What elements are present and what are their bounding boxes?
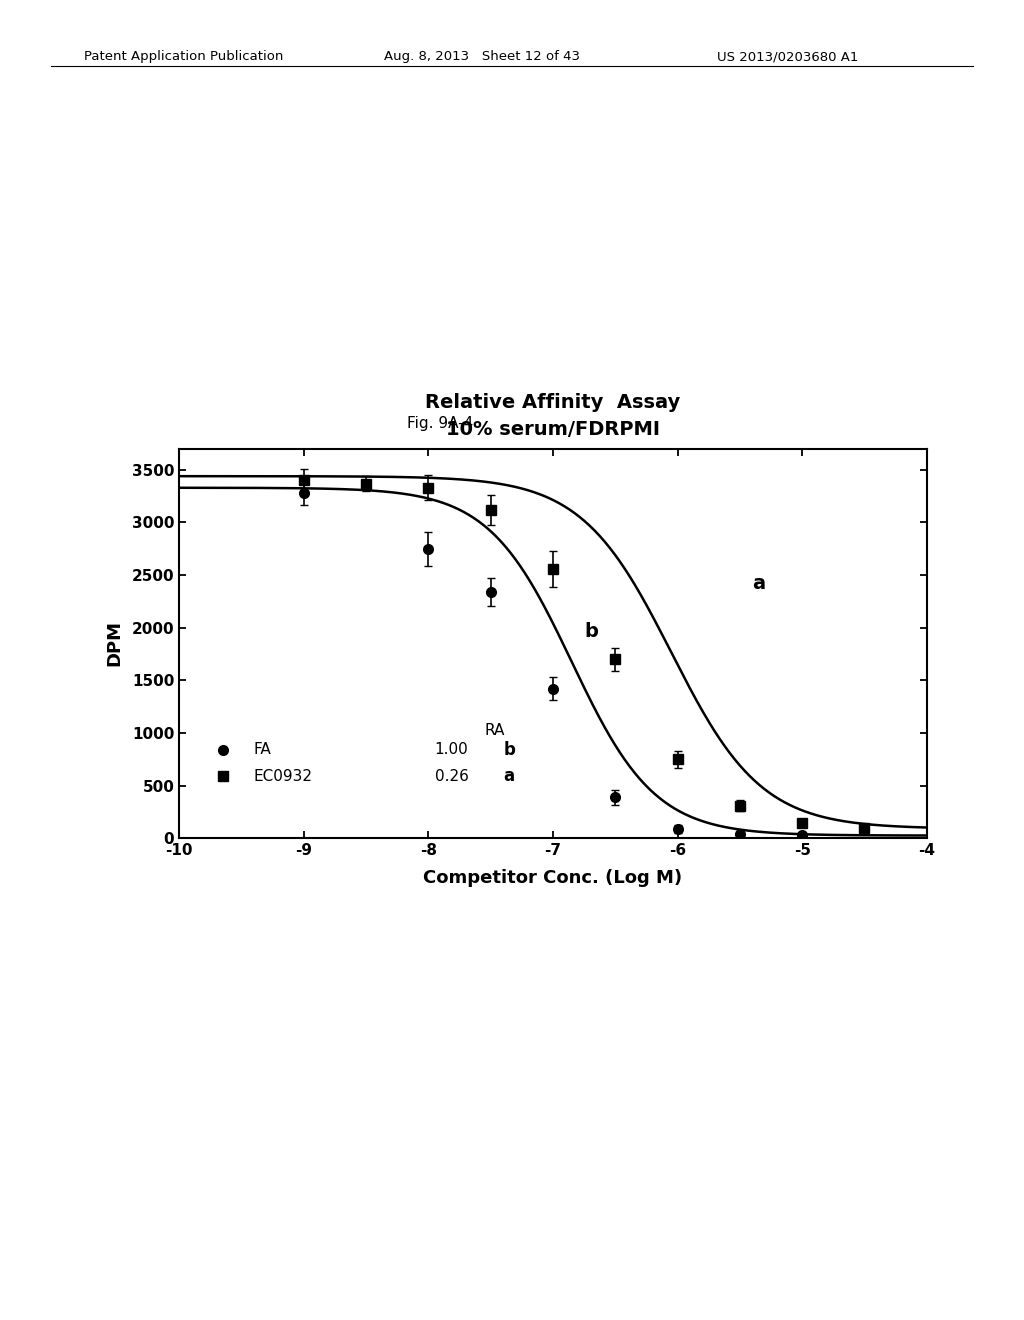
X-axis label: Competitor Conc. (Log M): Competitor Conc. (Log M) xyxy=(423,869,683,887)
Text: b: b xyxy=(584,623,598,642)
Text: a: a xyxy=(503,767,514,785)
Text: FA: FA xyxy=(254,742,271,758)
Text: Aug. 8, 2013   Sheet 12 of 43: Aug. 8, 2013 Sheet 12 of 43 xyxy=(384,50,580,63)
Text: RA: RA xyxy=(484,723,505,738)
Text: a: a xyxy=(753,574,765,593)
Text: b: b xyxy=(503,741,515,759)
Text: Fig. 9A-4: Fig. 9A-4 xyxy=(408,416,473,430)
Y-axis label: DPM: DPM xyxy=(105,620,123,667)
Text: US 2013/0203680 A1: US 2013/0203680 A1 xyxy=(717,50,858,63)
Text: 0.26: 0.26 xyxy=(434,768,468,784)
Text: 1.00: 1.00 xyxy=(434,742,468,758)
Title: Relative Affinity  Assay
10% serum/FDRPMI: Relative Affinity Assay 10% serum/FDRPMI xyxy=(425,393,681,440)
Text: EC0932: EC0932 xyxy=(254,768,313,784)
Text: Patent Application Publication: Patent Application Publication xyxy=(84,50,284,63)
